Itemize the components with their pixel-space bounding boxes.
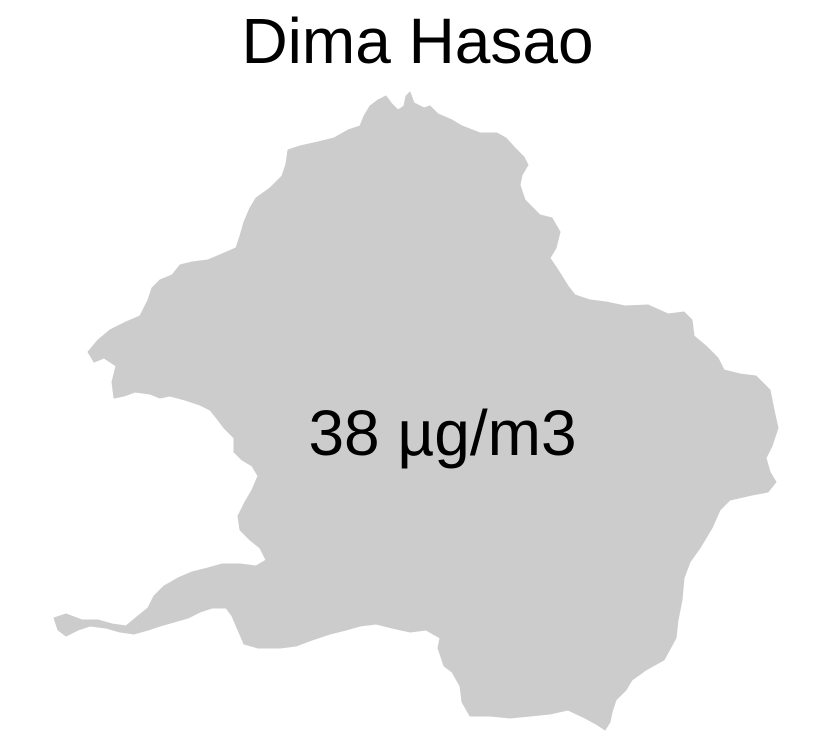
district-shape bbox=[53, 91, 779, 731]
district-value-label: 38 µg/m3 bbox=[308, 397, 577, 469]
map-title: Dima Hasao bbox=[241, 5, 594, 77]
